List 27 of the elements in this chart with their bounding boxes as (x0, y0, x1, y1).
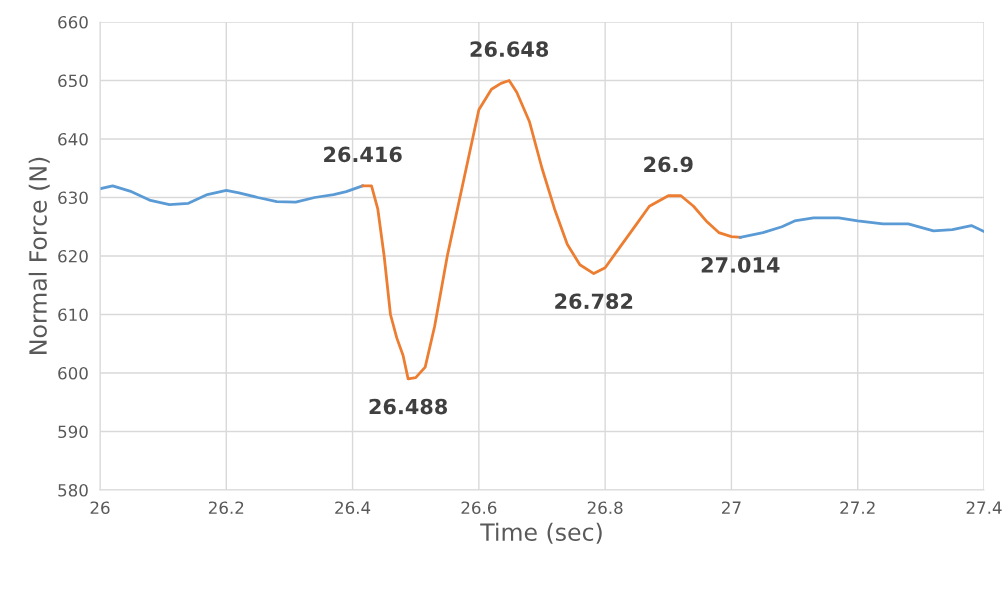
y-tick-label: 640 (58, 132, 88, 146)
y-tick-label: 650 (58, 74, 88, 88)
line-series (100, 184, 365, 206)
x-tick-label: 27.2 (840, 501, 875, 514)
annotation: 26.416 (324, 146, 402, 163)
line-series (738, 216, 984, 239)
y-tick-label: 590 (58, 425, 88, 439)
x-tick-label: 26.8 (587, 501, 623, 515)
x-tick-label: 26.4 (335, 501, 371, 515)
y-tick-label: 620 (58, 249, 88, 263)
annotation: 26.488 (369, 398, 448, 415)
annotation: 26.648 (470, 41, 549, 58)
x-tick-label: 26.2 (208, 501, 244, 515)
x-tick-label: 26 (90, 501, 110, 515)
x-tick-label: 27 (722, 501, 741, 514)
y-tick-label: 600 (58, 366, 88, 380)
x-tick-label: 26.6 (461, 501, 497, 515)
y-tick-label: 580 (58, 483, 88, 497)
y-axis-title: Normal Force (N) (28, 157, 50, 354)
y-tick-label: 630 (58, 191, 88, 205)
annotation: 26.9 (644, 156, 693, 173)
annotation: 27.014 (701, 257, 780, 273)
x-axis-title: Time (sec) (480, 522, 602, 544)
annotation: 26.782 (555, 293, 633, 310)
y-tick-label: 660 (58, 15, 88, 29)
x-tick-label: 27.4 (966, 501, 1002, 514)
y-tick-label: 610 (58, 308, 88, 322)
